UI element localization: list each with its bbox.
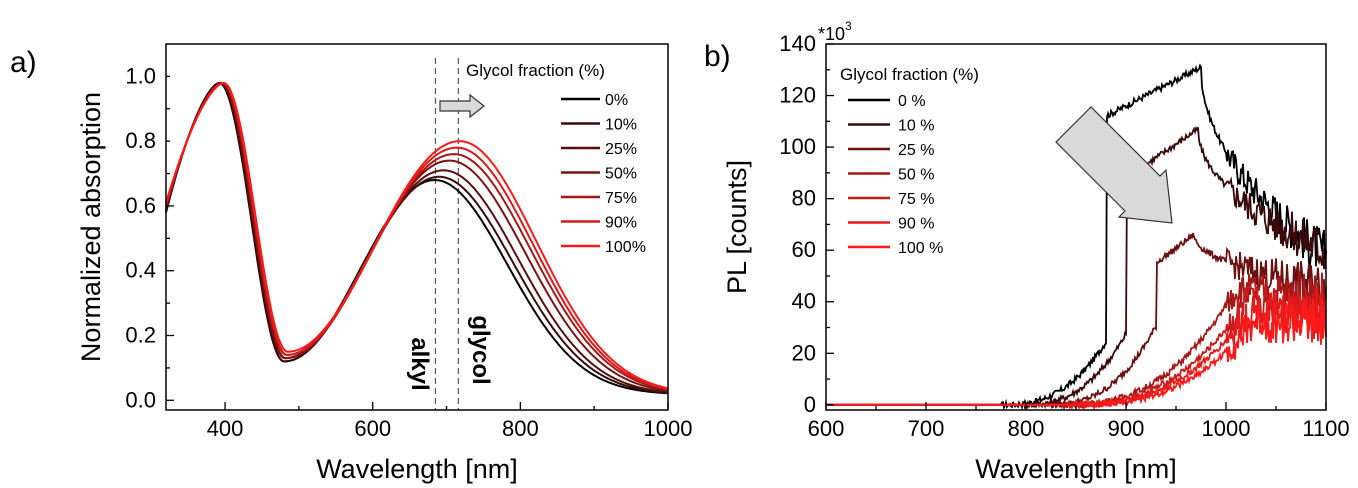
legend-label: 50% <box>605 166 637 183</box>
y-tick-label: 120 <box>779 83 816 108</box>
legend-label: 100% <box>605 239 646 256</box>
panel-b-series <box>826 63 1327 411</box>
legend-label: 75 % <box>898 191 934 208</box>
y-tick-label: 100 <box>779 134 816 159</box>
legend-label: 90 % <box>898 216 934 233</box>
y-tick-label: 0 <box>804 392 816 417</box>
legend-label: 25% <box>605 141 637 158</box>
legend-label: 90% <box>605 215 637 232</box>
pl-series-90pct <box>826 288 1327 411</box>
panel-a-series <box>165 81 669 395</box>
panel-a-legend-title: Glycol fraction (%) <box>466 61 605 80</box>
panel-b-y-axis-title: PL [counts] <box>722 160 752 294</box>
panel-b-x-axis-title: Wavelength [nm] <box>975 454 1177 484</box>
y-tick-label: 1.0 <box>125 63 156 88</box>
x-tick-label: 900 <box>1108 416 1145 441</box>
legend-label: 10% <box>605 117 637 134</box>
panel-b-legend: 0 % 10 % 25 % 50 % 75 % 90 % 100 % <box>848 93 943 257</box>
legend-label: 10 % <box>898 118 934 135</box>
y-tick-label: 140 <box>779 31 816 56</box>
y-tick-label: 80 <box>792 186 816 211</box>
panel-a-y-ticks: 0.0 0.2 0.4 0.6 0.8 1.0 <box>125 63 174 412</box>
label-glycol: glycol <box>467 315 494 384</box>
legend-label: 0 % <box>898 93 926 110</box>
panel-a-legend: 0% 10% 25% 50% 75% 90% 100% <box>561 92 646 256</box>
x-tick-label: 1000 <box>1202 416 1251 441</box>
legend-label: 100 % <box>898 240 943 257</box>
y-tick-label: 20 <box>792 340 816 365</box>
y-tick-label: 0.4 <box>125 258 156 283</box>
panel-a-plot-frame <box>165 43 669 411</box>
panel-a-x-ticks: 400 600 800 1000 <box>207 402 693 441</box>
x-tick-label: 800 <box>1008 416 1045 441</box>
panel-b: b) 600 700 800 900 1000 1100 0 20 40 60 80 100 120 1… <box>704 19 1350 484</box>
y-tick-label: 60 <box>792 237 816 262</box>
panel-b-decrease-arrow <box>1055 106 1173 224</box>
y-tick-label: 0.6 <box>125 193 156 218</box>
panel-b-x-ticks: 600 700 800 900 1000 1100 <box>808 402 1350 441</box>
legend-label: 50 % <box>898 167 934 184</box>
x-tick-label: 800 <box>502 416 539 441</box>
panel-a-label: a) <box>10 46 37 79</box>
panel-a-y-axis-title: Normalized absorption <box>76 92 106 362</box>
pl-series-100pct <box>826 298 1327 411</box>
x-tick-label: 400 <box>207 416 244 441</box>
legend-label: 75% <box>605 190 637 207</box>
legend-label: 25 % <box>898 142 934 159</box>
panel-a-x-axis-title: Wavelength [nm] <box>316 454 518 484</box>
x-tick-label: 600 <box>808 416 845 441</box>
pl-series-75pct <box>826 281 1327 410</box>
x-tick-label: 700 <box>908 416 945 441</box>
legend-label: 0% <box>605 92 628 109</box>
x-tick-label: 1100 <box>1302 416 1349 441</box>
panel-b-y-ticks: 0 20 40 60 80 100 120 140 <box>779 31 834 417</box>
y-tick-label: 40 <box>792 289 816 314</box>
y-multiplier-base: *10 <box>818 24 845 44</box>
y-tick-label: 0.0 <box>125 387 156 412</box>
y-multiplier-exponent: 3 <box>845 19 852 33</box>
x-tick-label: 1000 <box>644 416 693 441</box>
y-tick-label: 0.8 <box>125 128 156 153</box>
panel-b-legend-title: Glycol fraction (%) <box>840 65 979 84</box>
x-tick-label: 600 <box>354 416 391 441</box>
panel-b-label: b) <box>704 40 731 73</box>
y-tick-label: 0.2 <box>125 323 156 348</box>
label-alkyl: alkyl <box>406 337 433 390</box>
panel-a-shift-arrow <box>439 93 485 119</box>
panel-a: a) 400 600 800 1000 0.0 0.2 0.4 0.6 0.8 1.0 Wave… <box>10 43 693 484</box>
panel-a-marker-lines <box>434 58 459 410</box>
panel-b-y-multiplier: *10 3 <box>818 19 852 44</box>
absorption-series-100pct <box>165 81 669 390</box>
